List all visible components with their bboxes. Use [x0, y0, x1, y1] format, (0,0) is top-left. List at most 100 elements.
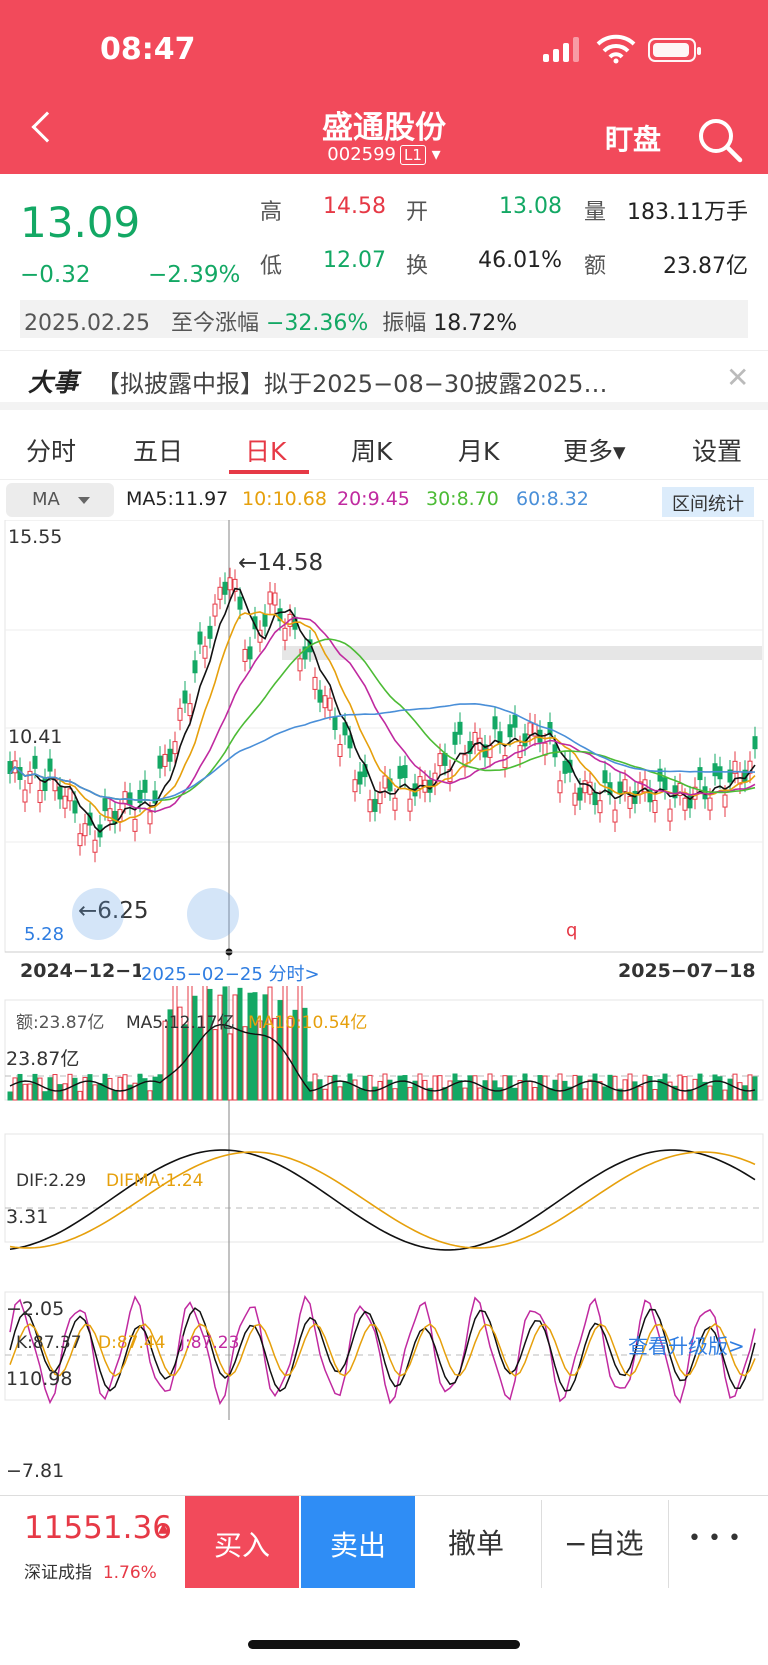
volume-bar [312, 1073, 318, 1101]
candle [202, 645, 208, 659]
drag-handle-icon[interactable] [72, 888, 124, 940]
since-value: −32.36% [265, 311, 369, 336]
candle [577, 787, 583, 801]
kdj-k-line [9, 1307, 756, 1393]
sell-button[interactable]: 卖出 [301, 1496, 415, 1588]
volume-bar [117, 1076, 123, 1101]
volume-bar [497, 1087, 503, 1101]
candle [122, 791, 128, 805]
candle [652, 799, 658, 813]
indicator-select[interactable]: MA [6, 483, 114, 517]
volume-bar [197, 1027, 203, 1101]
candle [592, 792, 598, 806]
news-tag: 大事 [28, 368, 79, 397]
candle [647, 789, 653, 803]
volume-bar [512, 1087, 518, 1101]
candle [317, 689, 323, 703]
volume-bar [557, 1073, 563, 1101]
status-time: 08:47 [100, 32, 196, 67]
watch-button[interactable]: 盯盘 [605, 123, 662, 156]
candle [687, 795, 693, 809]
q-marker: q [566, 920, 577, 941]
candle [717, 766, 723, 780]
volume-bar [252, 992, 258, 1101]
volume-bar [742, 1085, 748, 1101]
volume-bar [62, 1083, 68, 1101]
candle [677, 782, 683, 796]
candle [357, 771, 363, 785]
tab-settings[interactable]: 设置 [692, 437, 743, 466]
candle [7, 761, 13, 775]
kdj-ymin: −7.81 [6, 1460, 65, 1482]
macd-ymax: 3.31 [6, 1206, 49, 1228]
candle [87, 812, 93, 826]
upgrade-link[interactable]: 查看升级版> [628, 1334, 745, 1358]
stock-chart[interactable] [0, 520, 768, 1480]
tab-monthly-k[interactable]: 月K [458, 437, 500, 466]
panel-frame [4, 520, 764, 953]
range-stats-button[interactable]: 区间统计 [662, 487, 754, 517]
candle [452, 731, 458, 745]
macd-dif: DIF:2.29 [16, 1171, 87, 1191]
candle [572, 792, 578, 806]
volume-bar [352, 1079, 358, 1101]
volume-bar [37, 1077, 43, 1101]
open-value: 13.08 [499, 194, 562, 219]
date-end: 2025−07−18 [618, 960, 756, 982]
up-arrow-icon: ▲ [158, 1520, 169, 1536]
candle [417, 776, 423, 790]
candle [142, 779, 148, 793]
news-banner[interactable]: 大事 【拟披露中报】拟于2025−08−30披露2025… ✕ [0, 350, 768, 410]
home-indicator [248, 1640, 520, 1649]
volume-bar [377, 1080, 383, 1101]
cancel-order-button[interactable]: 撤单 [448, 1527, 505, 1560]
high-label: 高 [260, 200, 283, 225]
candle [67, 788, 73, 802]
period-date: 2025.02.25 [24, 311, 150, 336]
watchlist-button[interactable]: −自选 [564, 1527, 644, 1560]
ma10-value: 10:10.68 [242, 488, 327, 510]
tab-more[interactable]: 更多▾ [563, 437, 626, 466]
volume-bar [402, 1075, 408, 1101]
q-marker-text: q [566, 920, 578, 941]
volume-bar [462, 1087, 468, 1101]
candle [667, 808, 673, 822]
volume-bar [87, 1074, 93, 1101]
tab-intraday[interactable]: 分时 [26, 437, 77, 466]
macd-difma: DIFMA:1.24 [106, 1171, 204, 1191]
volume-bar [472, 1075, 478, 1101]
index-name-text: 深证成指 [24, 1563, 92, 1583]
search-icon[interactable] [696, 116, 744, 164]
volume-bar [707, 1085, 713, 1101]
volume-ma5: MA5:12.17亿 [126, 1013, 235, 1033]
volume-bar [162, 1020, 168, 1101]
buy-button[interactable]: 买入 [185, 1496, 299, 1588]
index-value[interactable]: 11551.36 [24, 1510, 172, 1546]
volume-bar [747, 1074, 753, 1101]
more-icon[interactable]: • • • [688, 1526, 741, 1551]
candle [262, 613, 268, 627]
active-tab-indicator [229, 470, 309, 474]
candle [147, 811, 153, 825]
volume-bar [602, 1086, 608, 1101]
volume-bar [147, 1090, 153, 1101]
tab-daily-k[interactable]: 日K [245, 437, 287, 466]
candle [77, 833, 83, 847]
turnover-value: 46.01% [478, 248, 562, 273]
cursor-date-link[interactable]: 2025−02−25 分时> [141, 960, 320, 986]
candle [462, 754, 468, 768]
candle [47, 758, 53, 772]
tab-five-day[interactable]: 五日 [133, 437, 184, 466]
tab-weekly-k[interactable]: 周K [351, 437, 393, 466]
stock-code[interactable]: 002599 L1 ▾ [327, 144, 441, 165]
expand-icon[interactable] [187, 888, 239, 940]
open-label: 开 [406, 200, 429, 225]
candle [367, 799, 373, 813]
candle [597, 800, 603, 814]
candle [712, 763, 718, 777]
close-icon[interactable]: ✕ [726, 361, 750, 394]
candle [337, 744, 343, 757]
volume-bar [407, 1086, 413, 1101]
candle [507, 724, 513, 738]
candle [602, 770, 608, 784]
